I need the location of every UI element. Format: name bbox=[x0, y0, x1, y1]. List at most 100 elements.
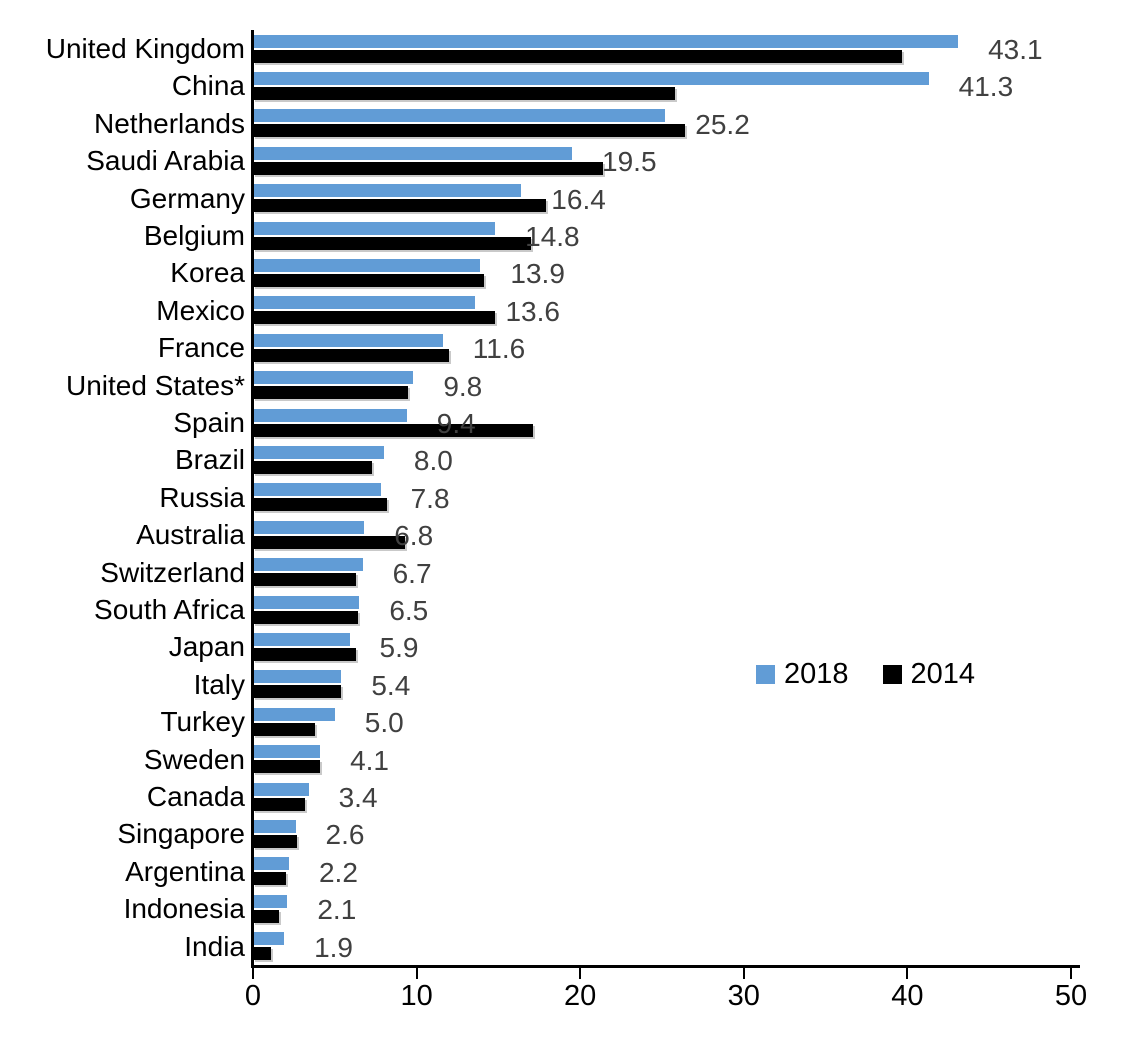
category-label: Singapore bbox=[117, 818, 245, 850]
category-label: South Africa bbox=[94, 594, 245, 625]
x-axis-tick-label: 30 bbox=[727, 980, 760, 1012]
bar-group: 6.5 bbox=[253, 591, 1073, 628]
y-axis-line bbox=[251, 30, 254, 968]
legend-item-2014: 2014 bbox=[882, 658, 976, 691]
bar-2018 bbox=[253, 371, 414, 385]
value-label: 2.2 bbox=[318, 856, 358, 888]
chart-row-italy: Italy 5.4 bbox=[0, 666, 1123, 703]
bar-2014 bbox=[253, 909, 280, 923]
bar-2018 bbox=[253, 333, 443, 347]
x-axis-tick bbox=[579, 968, 582, 979]
category-label: Switzerland bbox=[100, 556, 245, 588]
value-label: 5.9 bbox=[379, 632, 419, 664]
chart-row-indonesia: Indonesia 2.1 bbox=[0, 890, 1123, 927]
bar-group: 43.1 bbox=[253, 30, 1073, 67]
bar-2018 bbox=[253, 520, 365, 534]
bar-2018 bbox=[253, 782, 309, 796]
bar-2018 bbox=[253, 258, 481, 272]
value-label: 13.6 bbox=[505, 295, 560, 327]
value-label: 11.6 bbox=[472, 333, 526, 365]
value-label: 2.1 bbox=[317, 894, 357, 926]
bar-2014 bbox=[253, 273, 484, 287]
chart-row-china: China 41.3 bbox=[0, 67, 1123, 104]
bar-group: 3.4 bbox=[253, 778, 1073, 815]
value-label: 19.5 bbox=[602, 146, 657, 178]
bar-2014 bbox=[253, 535, 406, 549]
bar-group: 13.9 bbox=[253, 254, 1073, 291]
legend-label-2018: 2018 bbox=[784, 658, 849, 690]
bar-2014 bbox=[253, 498, 388, 512]
bar-group: 5.0 bbox=[253, 703, 1073, 740]
bar-2014 bbox=[253, 124, 685, 138]
x-axis-tick bbox=[742, 968, 745, 979]
chart-row-united-states: United States* 9.8 bbox=[0, 367, 1123, 404]
category-label: Canada bbox=[146, 781, 245, 812]
bar-2018 bbox=[253, 483, 381, 497]
bar-group: 14.8 bbox=[253, 217, 1073, 254]
value-label: 6.5 bbox=[389, 595, 429, 626]
value-label: 6.7 bbox=[392, 557, 432, 589]
bar-2014 bbox=[253, 311, 496, 325]
value-label: 5.4 bbox=[371, 669, 411, 701]
legend-swatch-2014 bbox=[882, 665, 902, 684]
bar-2014 bbox=[253, 161, 604, 175]
bar-group: 1.9 bbox=[253, 928, 1073, 965]
chart-row-germany: Germany 16.4 bbox=[0, 180, 1123, 217]
bar-group: 11.6 bbox=[253, 329, 1073, 366]
bar-group: 6.8 bbox=[253, 516, 1073, 553]
bar-2014 bbox=[253, 947, 271, 961]
bar-2014 bbox=[253, 460, 373, 474]
value-label: 7.8 bbox=[410, 482, 450, 514]
bar-2018 bbox=[253, 707, 335, 721]
chart-row-france: France 11.6 bbox=[0, 329, 1123, 366]
bar-2018 bbox=[253, 632, 350, 646]
bar-2014 bbox=[253, 236, 532, 250]
bar-group: 2.6 bbox=[253, 815, 1073, 852]
category-label: Indonesia bbox=[123, 893, 245, 925]
bar-2018 bbox=[253, 558, 363, 572]
category-label: United States* bbox=[66, 369, 245, 401]
bar-2018 bbox=[253, 146, 573, 160]
value-label: 41.3 bbox=[958, 71, 1014, 103]
category-label: Germany bbox=[129, 182, 245, 214]
bar-group: 19.5 bbox=[253, 142, 1073, 179]
category-label: India bbox=[184, 930, 245, 962]
category-label: Australia bbox=[136, 519, 245, 551]
bar-2018 bbox=[253, 109, 666, 123]
value-label: 5.0 bbox=[364, 707, 404, 739]
chart-row-mexico: Mexico 13.6 bbox=[0, 292, 1123, 329]
value-label: 1.9 bbox=[314, 931, 354, 963]
bar-2018 bbox=[253, 34, 959, 48]
bar-2014 bbox=[253, 199, 546, 213]
bar-group: 16.4 bbox=[253, 180, 1073, 217]
value-label: 3.4 bbox=[338, 782, 378, 813]
bar-2018 bbox=[253, 71, 929, 85]
chart-row-canada: Canada 3.4 bbox=[0, 778, 1123, 815]
bar-group: 4.1 bbox=[253, 741, 1073, 778]
category-label: Brazil bbox=[174, 444, 245, 476]
bar-group: 5.9 bbox=[253, 628, 1073, 665]
bar-2018 bbox=[253, 932, 285, 946]
chart-row-united-kingdom: United Kingdom 43.1 bbox=[0, 30, 1123, 67]
bar-2014 bbox=[253, 610, 358, 624]
bar-group: 6.7 bbox=[253, 554, 1073, 591]
x-axis-tick-label: 50 bbox=[1054, 980, 1088, 1012]
category-label: United Kingdom bbox=[45, 33, 245, 64]
value-label: 2.6 bbox=[325, 819, 365, 851]
chart-row-belgium: Belgium 14.8 bbox=[0, 217, 1123, 254]
bar-group: 8.0 bbox=[253, 441, 1073, 478]
value-label: 13.9 bbox=[510, 258, 565, 290]
chart-row-argentina: Argentina 2.2 bbox=[0, 853, 1123, 890]
x-axis-tick bbox=[906, 968, 909, 979]
bar-2018 bbox=[253, 745, 321, 759]
bar-2018 bbox=[253, 445, 384, 459]
chart-row-netherlands: Netherlands 25.2 bbox=[0, 105, 1123, 142]
bar-group: 25.2 bbox=[253, 105, 1073, 142]
chart-row-saudi-arabia: Saudi Arabia 19.5 bbox=[0, 142, 1123, 179]
legend-label-2014: 2014 bbox=[910, 658, 976, 690]
bar-2018 bbox=[253, 595, 360, 609]
value-label: 4.1 bbox=[350, 744, 389, 776]
bar-2018 bbox=[253, 221, 496, 235]
x-axis-line bbox=[251, 965, 1080, 968]
